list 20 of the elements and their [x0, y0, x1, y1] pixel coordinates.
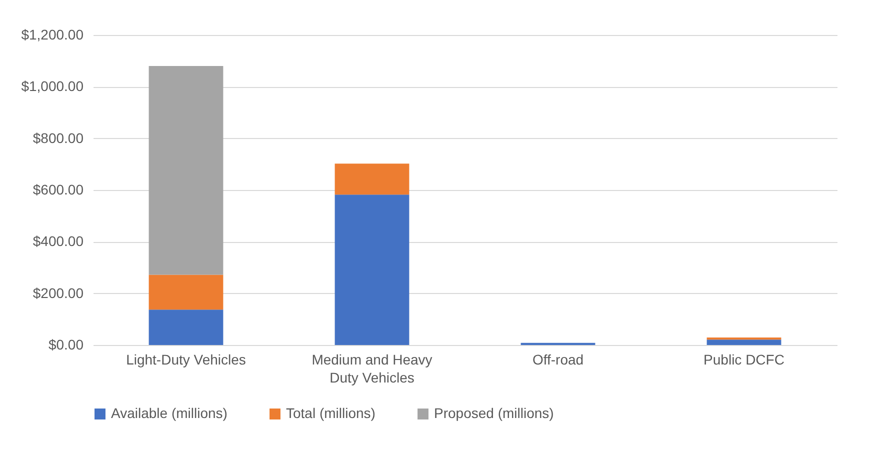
legend-label: Proposed (millions)	[434, 405, 554, 421]
legend-label: Total (millions)	[286, 405, 376, 421]
bar	[148, 274, 224, 310]
y-tick-label: $800.00	[32, 130, 84, 146]
bar	[334, 194, 410, 345]
bar	[706, 340, 782, 345]
x-tick-label: Off-road	[532, 352, 584, 368]
bar	[148, 310, 224, 345]
y-tick-label: $200.00	[32, 284, 84, 301]
bar	[334, 164, 410, 195]
x-tick-label: Public DCFC	[704, 352, 784, 368]
y-tick-label: $400.00	[32, 233, 84, 250]
bar	[148, 66, 224, 275]
y-tick-label: $1,000.00	[21, 78, 84, 94]
y-tick-label: $600.00	[32, 182, 84, 198]
y-tick-label: $1,200.00	[21, 26, 84, 42]
y-tick-label: $0.00	[48, 336, 84, 352]
x-tick-label: Medium and Heavy Duty Vehicles	[312, 352, 432, 386]
legend-label: Available (millions)	[111, 405, 228, 421]
x-tick-label: Light-Duty Vehicles	[126, 352, 246, 368]
